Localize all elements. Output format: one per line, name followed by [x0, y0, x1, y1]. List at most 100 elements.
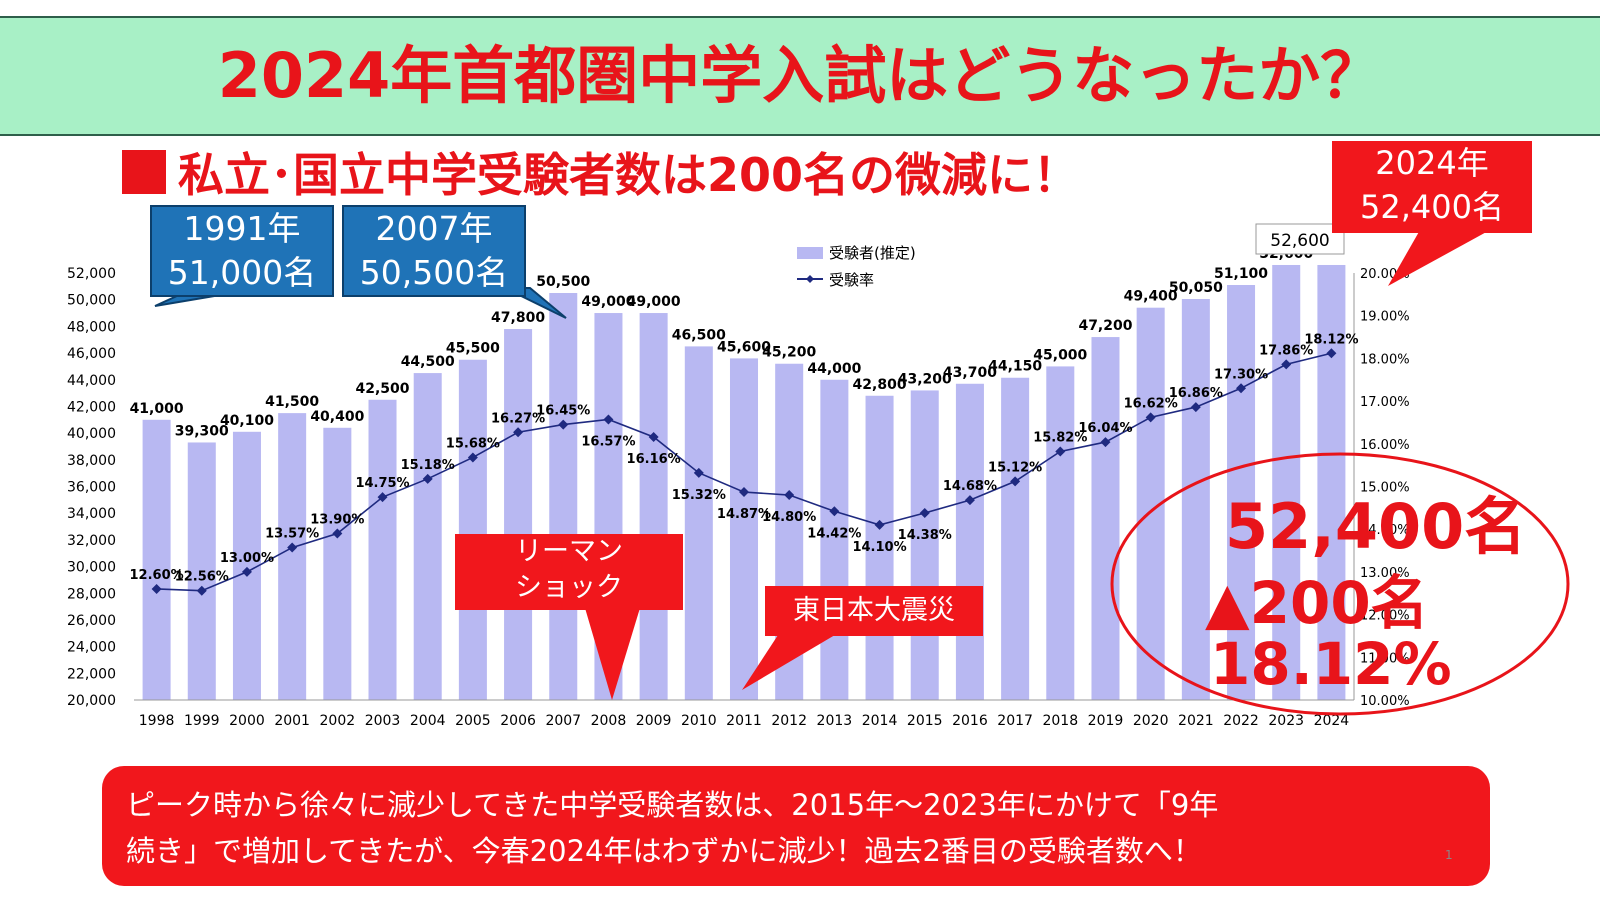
- rate-point-2022: [1236, 383, 1247, 394]
- bar-2023: [1272, 264, 1301, 700]
- bar-label-2005: 45,500: [446, 341, 500, 357]
- rate-point-2017: [1010, 476, 1021, 487]
- bar-2016: [955, 383, 984, 700]
- bar-1999: [187, 442, 216, 700]
- x-tick-2023: 2023: [1268, 713, 1304, 729]
- bar-label-2001: 41,500: [265, 394, 319, 410]
- x-tick-2005: 2005: [455, 713, 491, 729]
- rate-label-2013: 14.42%: [807, 526, 861, 541]
- bar-label-2018: 45,000: [1033, 347, 1087, 363]
- y-tick-label: 22,000: [67, 666, 116, 682]
- rate-point-2002: [332, 528, 343, 539]
- rate-point-2019: [1100, 437, 1111, 448]
- bar-2006: [504, 329, 533, 700]
- rate-point-2024: [1326, 348, 1337, 359]
- bar-label-2003: 42,500: [356, 381, 410, 397]
- callout-quake: 東日本大震災: [765, 586, 983, 636]
- bar-2003: [368, 399, 397, 700]
- bar-2015: [910, 390, 939, 700]
- rate-label-2012: 14.80%: [762, 510, 816, 525]
- rate-label-2015: 14.38%: [898, 528, 952, 543]
- bar-label-2011: 45,600: [717, 339, 771, 355]
- y-tick-label: 48,000: [67, 319, 116, 335]
- bar-2013: [820, 379, 849, 700]
- rate-point-2004: [422, 473, 433, 484]
- highlight-count: 52,400名: [1225, 490, 1527, 563]
- bar-2014: [865, 395, 894, 700]
- rate-point-2005: [467, 452, 478, 463]
- callout-2007: 2007年 50,500名: [342, 205, 526, 297]
- rate-label-2007: 16.45%: [536, 404, 590, 419]
- bar-label-2002: 40,400: [310, 409, 364, 425]
- x-tick-2004: 2004: [410, 713, 446, 729]
- callout-lehman: リーマン ショック: [455, 534, 683, 610]
- rate-point-2023: [1281, 359, 1292, 370]
- x-tick-2006: 2006: [500, 713, 536, 729]
- x-tick-2015: 2015: [907, 713, 943, 729]
- rate-label-2010: 15.32%: [672, 488, 726, 503]
- page-number: 1: [1445, 848, 1453, 862]
- callout-lehman-line2: ショック: [515, 572, 623, 603]
- y-tick-label: 46,000: [67, 346, 116, 362]
- bar-label-2012: 45,200: [762, 345, 816, 361]
- rate-point-2016: [964, 495, 975, 506]
- y2-tick-label: 10.00%: [1360, 694, 1410, 709]
- x-tick-2016: 2016: [952, 713, 988, 729]
- rate-point-2008: [603, 414, 614, 425]
- callout-1991: 1991年 51,000名: [150, 205, 334, 297]
- rate-point-2011: [739, 487, 749, 498]
- rate-label-2020: 16.62%: [1124, 396, 1178, 411]
- footer-box: ピーク時から徐々に減少してきた中学受験者数は、2015年～2023年にかけて「9…: [102, 766, 1490, 886]
- callout-1991-line1: 1991年: [183, 209, 301, 248]
- y-tick-label: 34,000: [67, 506, 116, 522]
- y-tick-label: 24,000: [67, 640, 116, 656]
- y-tick-label: 50,000: [67, 293, 116, 309]
- footer-line1: ピーク時から徐々に減少してきた中学受験者数は、2015年～2023年にかけて「9…: [126, 788, 1219, 822]
- x-tick-2022: 2022: [1223, 713, 1259, 729]
- rate-point-2021: [1190, 402, 1201, 413]
- bar-label-2000: 40,100: [220, 413, 274, 429]
- bar-1998: [142, 419, 171, 700]
- rate-label-1998: 12.60%: [130, 568, 184, 583]
- x-tick-2009: 2009: [636, 713, 672, 729]
- rate-label-2017: 15.12%: [988, 460, 1042, 475]
- x-tick-2019: 2019: [1088, 713, 1124, 729]
- bar-2024: [1317, 264, 1346, 700]
- legend-swatch-bar: [797, 247, 823, 259]
- bar-2019: [1091, 337, 1120, 700]
- rate-point-2003: [377, 492, 388, 503]
- x-tick-1998: 1998: [139, 713, 175, 729]
- bar-label-2006: 47,800: [491, 310, 545, 326]
- red-square-icon: [122, 150, 166, 194]
- x-tick-2011: 2011: [726, 713, 762, 729]
- y-tick-label: 20,000: [67, 693, 116, 709]
- callout-quake-text: 東日本大震災: [793, 595, 955, 626]
- rate-point-1998: [151, 583, 162, 594]
- page-title: 2024年首都圏中学入試はどうなったか？: [217, 39, 1383, 112]
- x-tick-2007: 2007: [545, 713, 581, 729]
- rate-label-2021: 16.86%: [1169, 386, 1223, 401]
- bar-2021: [1181, 299, 1210, 700]
- rate-point-2012: [784, 490, 795, 501]
- x-tick-2001: 2001: [274, 713, 310, 729]
- rate-label-2004: 15.18%: [401, 458, 455, 473]
- subtitle-text: 私立･国立中学受験者数は200名の微減に！: [178, 148, 1080, 202]
- bar-label-2015: 43,200: [898, 371, 952, 387]
- y-tick-label: 40,000: [67, 426, 116, 442]
- rate-point-2001: [287, 542, 298, 553]
- rate-point-2013: [829, 506, 840, 517]
- rate-label-2003: 14.75%: [355, 476, 409, 491]
- bar-2022: [1227, 285, 1256, 700]
- bar-2005: [458, 359, 487, 700]
- y2-tick-label: 13.00%: [1360, 566, 1410, 581]
- bar-label-2021: 50,050: [1169, 280, 1223, 296]
- callout-1991-line2: 51,000名: [167, 253, 317, 292]
- boxed-label-text: 52,600: [1270, 231, 1329, 251]
- callout-2007-line2: 50,500名: [359, 253, 509, 292]
- callout-quake-tail: [742, 632, 840, 690]
- highlight-ellipse: [1110, 452, 1570, 716]
- bar-label-1999: 39,300: [175, 423, 229, 439]
- bar-2004: [413, 373, 442, 700]
- rate-label-2014: 14.10%: [852, 540, 906, 555]
- bar-label-2022: 51,100: [1214, 266, 1268, 282]
